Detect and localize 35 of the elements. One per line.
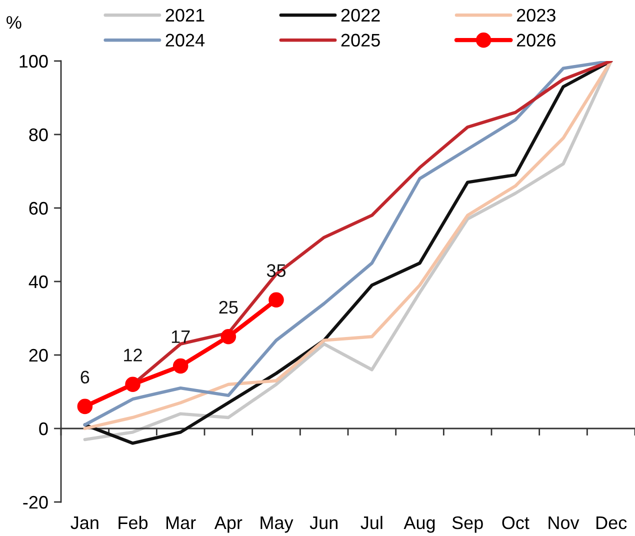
x-tick-label: Dec: [596, 516, 627, 530]
point: [125, 376, 140, 392]
legend-label: 2026: [516, 34, 556, 47]
x-tick-label: Feb: [118, 516, 148, 530]
y-tick-label: 40: [28, 275, 48, 288]
point: [220, 328, 236, 344]
x-tick-label: Sep: [452, 516, 483, 533]
y-tick-label: 80: [29, 128, 48, 142]
legend-label: 2024: [166, 34, 205, 47]
x-tick-label: Jan: [70, 516, 98, 530]
x-tick-label: Jun: [310, 516, 338, 530]
x-tick-label: Jul: [360, 516, 382, 530]
legend-label: 2023: [516, 8, 556, 22]
data-label: 17: [172, 330, 190, 343]
x-tick-label: Aug: [404, 516, 435, 533]
data-label: 25: [219, 300, 238, 314]
point: [77, 398, 93, 414]
x-tick-label: Nov: [548, 516, 580, 530]
y-tick-label: 20: [29, 348, 48, 362]
y-tick-label: 0: [39, 422, 48, 436]
y-tick-label: -20: [23, 496, 48, 509]
legend-label: 2022: [341, 8, 380, 22]
data-label: 6: [80, 370, 90, 384]
data-label: 12: [124, 348, 142, 362]
x-tick-label: Mar: [166, 516, 196, 530]
y-axis-title: %: [6, 16, 22, 29]
x-tick-label: May: [260, 516, 294, 533]
point: [172, 358, 188, 374]
y-tick-label: 100: [20, 54, 48, 68]
y-tick-label: 60: [29, 202, 48, 215]
x-tick-label: Oct: [502, 516, 530, 530]
legend-label: 2021: [166, 8, 204, 22]
x-tick-label: Apr: [214, 516, 242, 533]
legend-label: 2025: [341, 34, 380, 47]
point: [268, 292, 284, 308]
